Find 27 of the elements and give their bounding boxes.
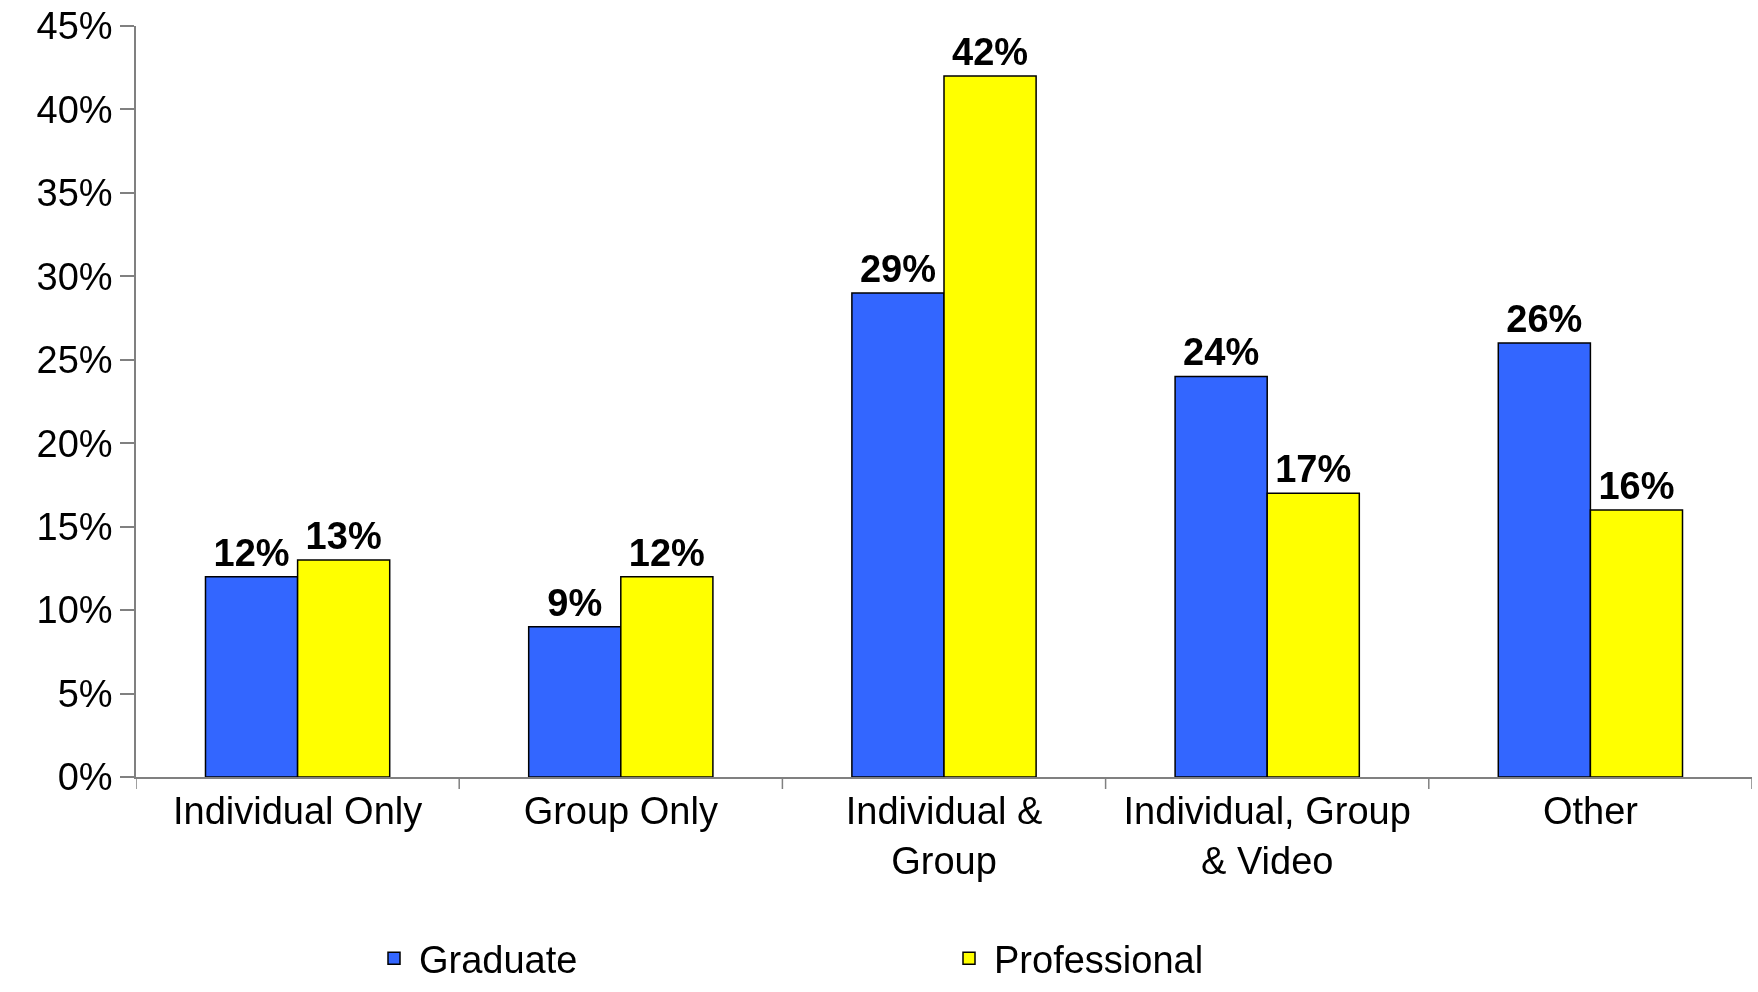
legend-label: Professional: [994, 939, 1204, 982]
data-label: 16%: [1598, 464, 1675, 507]
data-label: 13%: [305, 515, 382, 558]
y-tick-label: 5%: [57, 672, 113, 715]
y-tick-label: 45%: [36, 5, 113, 48]
y-tick-label: 0%: [57, 756, 113, 799]
y-tick-label: 15%: [36, 505, 113, 548]
data-label: 12%: [628, 531, 705, 574]
y-tick-label: 25%: [36, 339, 113, 382]
legend-label: Graduate: [419, 939, 578, 982]
data-label: 42%: [952, 31, 1029, 74]
y-tick-label: 10%: [36, 589, 113, 632]
y-tick-label: 40%: [36, 88, 113, 131]
data-label: 12%: [213, 531, 290, 574]
data-label: 24%: [1183, 331, 1260, 374]
data-label: 17%: [1275, 448, 1352, 491]
x-tick-label: Individual, Group & Video: [1123, 790, 1411, 882]
x-tick-label: Other: [1542, 790, 1639, 833]
y-tick-label: 20%: [36, 422, 113, 465]
data-label: 9%: [547, 581, 603, 624]
x-tick-label: Group Only: [523, 790, 718, 833]
x-tick-label: Individual & Group: [845, 790, 1043, 882]
y-tick-label: 35%: [36, 172, 113, 215]
y-tick-label: 30%: [36, 255, 113, 298]
x-tick-label: Individual Only: [172, 790, 423, 833]
data-label: 29%: [859, 248, 936, 291]
data-label: 26%: [1506, 298, 1583, 341]
